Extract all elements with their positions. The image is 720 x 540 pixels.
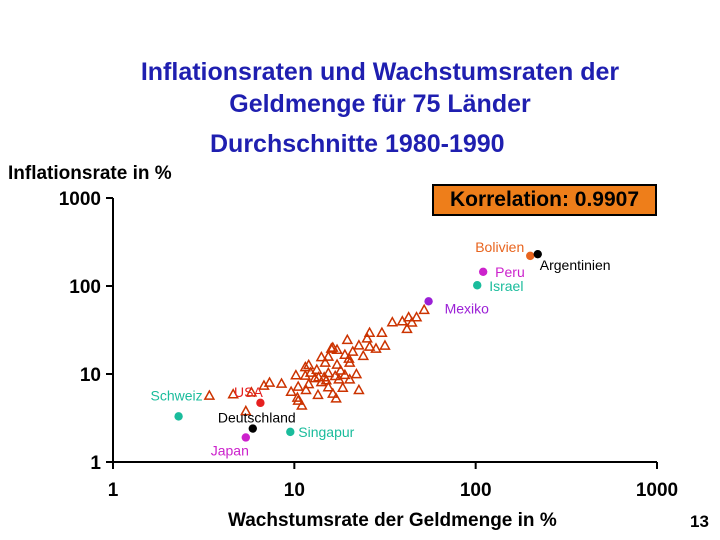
chart-title-line1: Inflationsraten und Wachstumsraten der bbox=[140, 58, 620, 86]
label-schweiz: Schweiz bbox=[151, 387, 203, 403]
country-point bbox=[337, 381, 349, 392]
label-bolivien: Bolivien bbox=[475, 239, 524, 255]
label-israel: Israel bbox=[489, 278, 523, 294]
country-point bbox=[302, 377, 315, 389]
label-mexiko: Mexiko bbox=[445, 300, 490, 316]
x-tick-label: 1 bbox=[108, 480, 119, 501]
y-tick-label: 1000 bbox=[59, 189, 101, 210]
country-point bbox=[341, 333, 354, 345]
y-tick-label: 1 bbox=[90, 453, 101, 474]
label-peru: Peru bbox=[495, 264, 525, 280]
country-point bbox=[327, 387, 339, 398]
point-schweiz bbox=[174, 412, 183, 421]
country-point bbox=[296, 399, 308, 410]
country-point bbox=[290, 369, 302, 380]
x-axis-label: Wachstumsrate der Geldmenge in % bbox=[228, 510, 557, 531]
page-number: 13 bbox=[690, 512, 709, 531]
x-tick-label: 1000 bbox=[636, 480, 678, 501]
country-point bbox=[401, 322, 413, 334]
country-point bbox=[406, 316, 418, 327]
country-point bbox=[275, 377, 288, 388]
country-point bbox=[320, 374, 333, 385]
country-point bbox=[285, 385, 297, 397]
country-point bbox=[327, 341, 339, 352]
country-point bbox=[315, 350, 328, 362]
country-point bbox=[376, 326, 388, 338]
country-point bbox=[379, 339, 391, 350]
chart-subtitle: Durchschnitte 1980-1990 bbox=[210, 130, 505, 158]
country-point bbox=[311, 363, 323, 375]
y-axis-label: Inflationsrate in % bbox=[8, 163, 172, 184]
y-tick-label: 10 bbox=[80, 365, 101, 386]
country-point bbox=[353, 339, 365, 350]
country-point bbox=[322, 366, 335, 378]
point-usa bbox=[256, 398, 265, 408]
country-point bbox=[331, 343, 343, 355]
country-point bbox=[353, 383, 365, 395]
country-point bbox=[363, 340, 376, 351]
country-point bbox=[292, 394, 304, 405]
country-point bbox=[370, 342, 382, 353]
country-point bbox=[386, 316, 399, 327]
point-peru bbox=[478, 267, 488, 276]
label-usa: USA bbox=[234, 384, 263, 400]
country-point bbox=[343, 373, 356, 384]
country-point bbox=[299, 360, 312, 372]
country-point bbox=[346, 345, 359, 356]
point-japan bbox=[241, 433, 251, 442]
point-mexiko bbox=[424, 297, 433, 306]
country-point bbox=[325, 342, 338, 353]
country-point bbox=[322, 381, 335, 392]
point-bolivien bbox=[526, 251, 535, 261]
country-point bbox=[227, 388, 239, 399]
country-point bbox=[240, 404, 252, 416]
point-argentinien bbox=[533, 249, 542, 259]
country-point bbox=[309, 371, 321, 383]
country-point bbox=[334, 364, 347, 375]
label-argentinien: Argentinien bbox=[540, 257, 611, 273]
point-israel bbox=[473, 281, 482, 290]
label-deutschland: Deutschland bbox=[218, 410, 296, 426]
country-point bbox=[322, 350, 335, 361]
point-singapur bbox=[286, 427, 295, 437]
country-point bbox=[402, 311, 415, 322]
label-singapur: Singapur bbox=[298, 424, 354, 440]
country-point bbox=[330, 392, 342, 403]
country-point bbox=[292, 380, 304, 391]
correlation-box: Korrelation: 0.9907 bbox=[432, 184, 657, 216]
country-point bbox=[361, 332, 373, 343]
country-point bbox=[350, 367, 363, 379]
country-point bbox=[329, 369, 341, 381]
country-point bbox=[312, 388, 324, 400]
country-point bbox=[363, 326, 376, 338]
country-point bbox=[357, 349, 370, 361]
country-point bbox=[291, 391, 304, 402]
y-tick-label: 100 bbox=[69, 277, 101, 298]
country-point bbox=[418, 303, 430, 315]
country-point bbox=[339, 348, 351, 359]
country-point bbox=[331, 358, 343, 369]
label-japan: Japan bbox=[211, 442, 249, 458]
x-tick-label: 10 bbox=[284, 480, 305, 501]
country-point bbox=[300, 383, 312, 395]
country-point bbox=[263, 376, 276, 387]
country-point bbox=[203, 389, 216, 400]
chart-title-line2: Geldmenge für 75 Länder bbox=[229, 90, 531, 118]
country-point bbox=[299, 369, 312, 380]
country-point bbox=[410, 311, 423, 322]
country-point bbox=[245, 386, 258, 397]
country-point bbox=[319, 356, 331, 367]
country-point bbox=[343, 352, 355, 363]
x-tick-label: 100 bbox=[460, 480, 492, 501]
point-deutschland bbox=[248, 424, 257, 433]
